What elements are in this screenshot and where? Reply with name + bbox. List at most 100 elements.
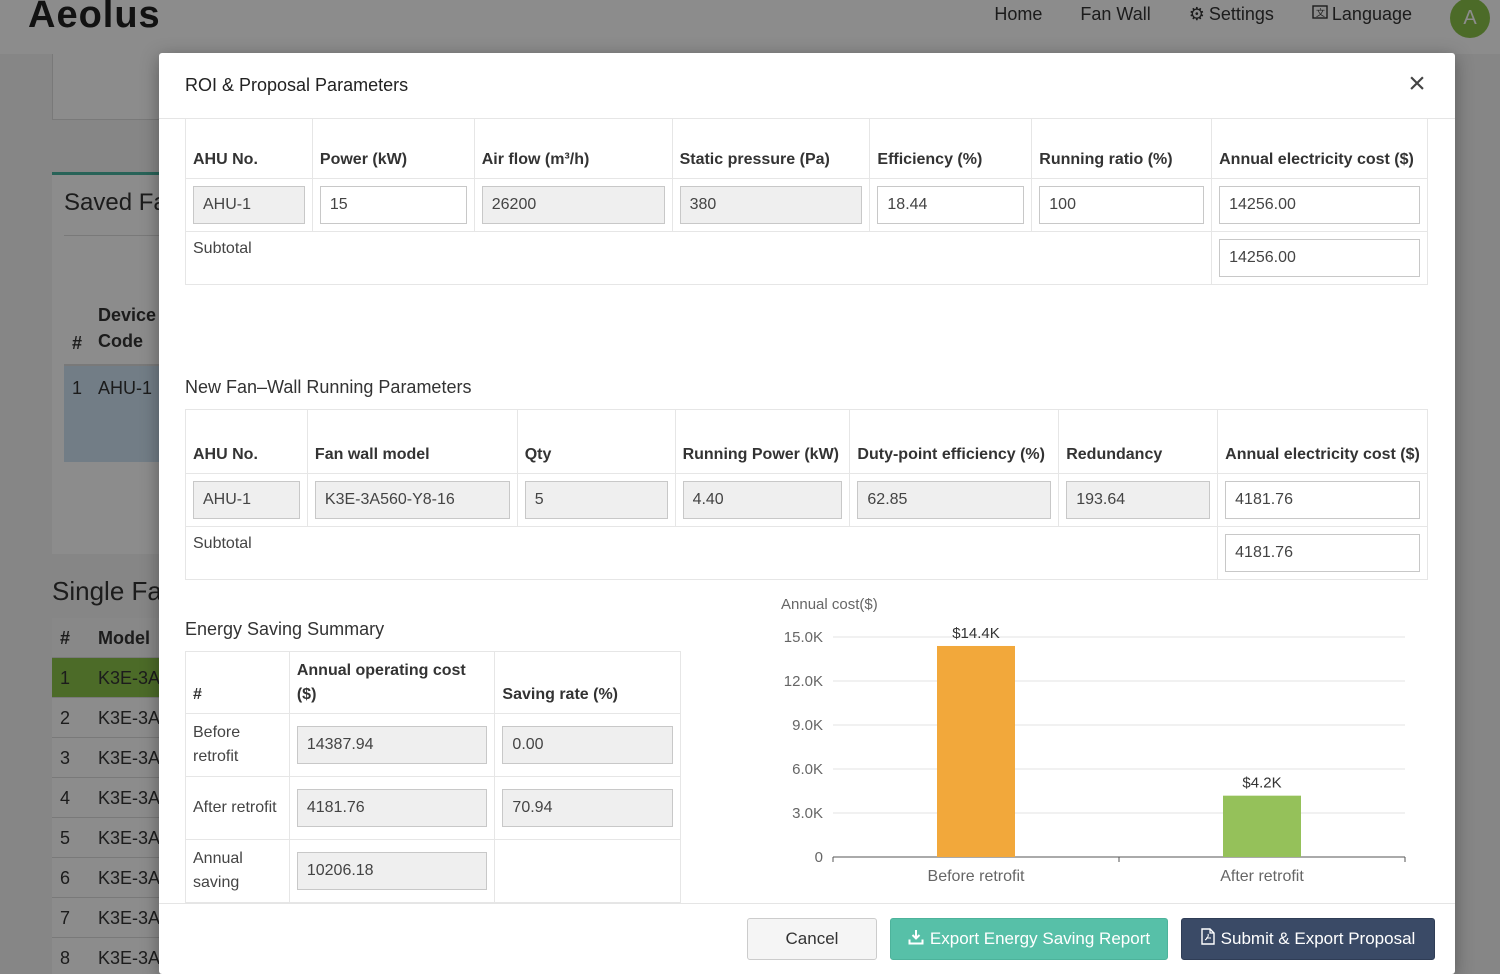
nav-language[interactable]: 文 Language (1312, 4, 1412, 25)
cell-annual-cost: 14256.00 (1211, 178, 1428, 232)
fw-subtotal-field[interactable]: 4181.76 (1225, 534, 1420, 572)
nav-home-label: Home (994, 4, 1043, 24)
col-index: # (185, 651, 290, 714)
download-icon (908, 929, 924, 950)
saved-col-device-code: Device Code (98, 305, 157, 351)
new-table-header: AHU No. Fan wall model Qty Running Power… (185, 409, 1428, 474)
app-logo[interactable]: Aeolus (28, 0, 161, 36)
row-index: 8 (60, 948, 71, 968)
efficiency-input[interactable]: 18.44 (877, 186, 1025, 224)
col-ahu-no: AHU No. (185, 118, 313, 179)
fw-ahu-no-field: AHU-1 (193, 481, 300, 519)
cell-subtotal: 4181.76 (1217, 526, 1428, 580)
main-nav: Home Fan Wall ⚙ Settings 文 Language (994, 4, 1412, 25)
y-tick-label: 15.0K (784, 629, 823, 646)
subtotal-label: Subtotal (184, 231, 1213, 285)
static-pressure-field: 380 (679, 186, 863, 224)
bar-data-label: $4.2K (1242, 775, 1281, 792)
modal-body: AHU No. Power (kW) Air flow (m³/h) Stati… (159, 118, 1455, 903)
submit-button-label: Submit & Export Proposal (1220, 929, 1416, 948)
row-model: K3E-3A (98, 788, 161, 808)
single-col-index: # (60, 628, 71, 648)
existing-table-header: AHU No. Power (kW) Air flow (m³/h) Stati… (185, 118, 1428, 179)
col-efficiency: Efficiency (%) (869, 118, 1033, 179)
nav-fan-wall[interactable]: Fan Wall (1080, 4, 1150, 25)
cell-static-pressure: 380 (671, 178, 871, 232)
subtotal-row: Subtotal 14256.00 (184, 231, 1428, 285)
running-ratio-input[interactable]: 100 (1039, 186, 1205, 224)
row-index: 1 (60, 668, 71, 688)
fw-redundancy-field: 193.64 (1066, 481, 1211, 519)
cell-cost: 4181.76 (288, 776, 496, 840)
row-label-before: Before retrofit (185, 713, 290, 777)
y-tick-label: 3.0K (792, 805, 823, 822)
top-navbar: Aeolus Home Fan Wall ⚙ Settings 文 Langua… (0, 0, 1500, 54)
pdf-file-icon (1200, 928, 1215, 950)
row-model: K3E-3A (98, 908, 161, 928)
x-tick-label: Before retrofit (928, 868, 1025, 883)
row-index: 7 (60, 908, 71, 928)
saved-row-device: AHU-1 (98, 378, 153, 398)
table-row: Before retrofit 14387.94 0.00 (185, 713, 681, 777)
ahu-no-field: AHU-1 (193, 186, 305, 224)
y-tick-label: 9.0K (792, 717, 823, 734)
subtotal-field[interactable]: 14256.00 (1219, 239, 1420, 277)
annual-cost-bar-chart: Annual cost($) 0 3.0K 6.0K 9.0K 12.0K 15.0K $14… (781, 596, 1406, 885)
annual-cost-chart: Annual cost($) 0 3.0K 6.0K 9.0K 12.0K 15.0K $14… (769, 583, 1429, 885)
subtotal-label: Subtotal (184, 526, 1219, 580)
row-index: 6 (60, 868, 71, 888)
row-index: 4 (60, 788, 71, 808)
subtotal-row: Subtotal 4181.76 (184, 526, 1428, 580)
export-energy-report-button[interactable]: Export Energy Saving Report (890, 918, 1168, 960)
y-tick-label: 6.0K (792, 761, 823, 778)
col-redundancy: Redundancy (1058, 409, 1219, 474)
table-row: Annual saving 10206.18 (185, 839, 681, 903)
col-annual-cost: Annual electricity cost ($) (1217, 409, 1428, 474)
bar (1223, 795, 1301, 857)
avatar[interactable]: A (1450, 0, 1490, 38)
col-annual-operating-cost: Annual operating cost ($) (288, 651, 496, 714)
nav-language-label: Language (1331, 4, 1412, 24)
roi-proposal-modal: ROI & Proposal Parameters × AHU No. Powe… (159, 53, 1455, 974)
svg-text:文: 文 (1316, 7, 1325, 18)
table-row: AHU-1 K3E-3A560-Y8-16 5 4.40 62.85 193.6… (185, 473, 1428, 527)
x-tick-label: After retrofit (1220, 868, 1304, 883)
nav-home[interactable]: Home (994, 4, 1042, 25)
table-row: After retrofit 4181.76 70.94 (185, 776, 681, 840)
saved-section-title: Saved Fa (64, 189, 167, 216)
cell-ahu-no: AHU-1 (185, 473, 308, 527)
cell-model: K3E-3A560-Y8-16 (306, 473, 518, 527)
y-axis-label: Annual cost($) (781, 596, 878, 613)
table-row: AHU-1 15 26200 380 18.44 100 14256.00 (185, 178, 1428, 232)
nav-settings[interactable]: ⚙ Settings (1189, 4, 1274, 25)
nav-settings-label: Settings (1208, 4, 1274, 24)
fw-efficiency-field: 62.85 (857, 481, 1052, 519)
y-tick-label: 12.0K (784, 673, 823, 690)
fw-annual-cost-input[interactable]: 4181.76 (1225, 481, 1420, 519)
submit-export-proposal-button[interactable]: Submit & Export Proposal (1181, 918, 1435, 960)
row-label-saving: Annual saving (185, 839, 290, 903)
close-icon[interactable]: × (1408, 67, 1426, 100)
fw-qty-field: 5 (524, 481, 668, 519)
cancel-button-label: Cancel (785, 929, 839, 948)
before-cost-field: 14387.94 (296, 726, 488, 764)
summary-section-title: Energy Saving Summary (185, 619, 385, 639)
power-input[interactable]: 15 (319, 186, 467, 224)
annual-cost-input[interactable]: 14256.00 (1219, 186, 1420, 224)
cell-running-ratio: 100 (1031, 178, 1213, 232)
cell-rate: 70.94 (494, 776, 681, 840)
single-col-model: Model (98, 628, 150, 648)
cell-redundancy: 193.64 (1058, 473, 1219, 527)
row-model: K3E-3A (98, 668, 161, 688)
nav-fan-wall-label: Fan Wall (1080, 4, 1151, 24)
fw-running-power-field: 4.40 (682, 481, 843, 519)
gear-icon: ⚙ (1188, 4, 1205, 24)
saved-col-index: # (72, 333, 83, 353)
col-running-ratio: Running ratio (%) (1031, 118, 1213, 179)
col-duty-efficiency: Duty-point efficiency (%) (849, 409, 1060, 474)
saved-row-index: 1 (72, 378, 83, 398)
cancel-button[interactable]: Cancel (747, 918, 877, 960)
row-label-after: After retrofit (185, 776, 290, 840)
col-saving-rate: Saving rate (%) (494, 651, 681, 714)
row-model: K3E-3A (98, 708, 161, 728)
